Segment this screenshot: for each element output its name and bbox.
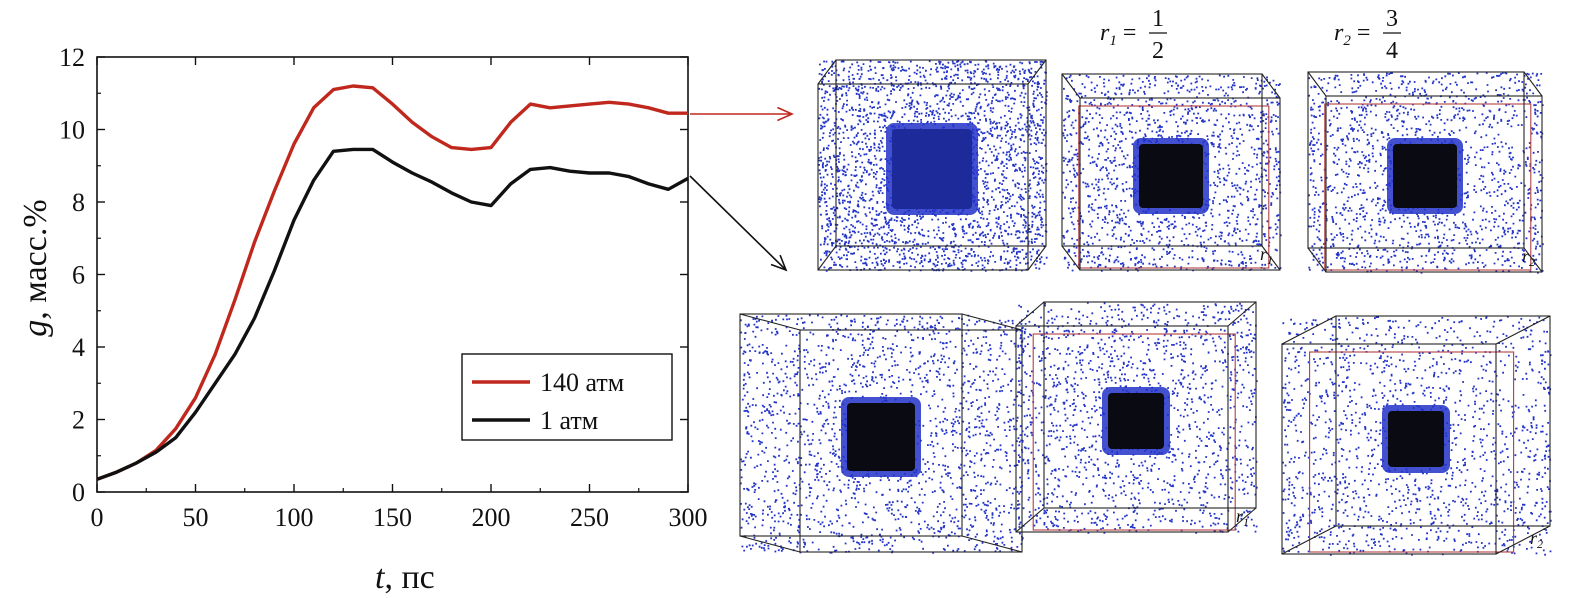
arrow-to-1atm-row [689,175,788,272]
ratio-denominator: 4 [1386,38,1398,64]
y-tick-label: 0 [72,478,85,507]
legend-box [461,353,673,441]
series-line-1 [96,84,688,481]
x-tick-label: 0 [91,503,104,532]
line-chart: 0 50 100 150 200 250 300 0 2 4 6 8 10 12 140 атм 1 атм… [17,43,708,596]
cluster-core [1139,144,1203,208]
x-tick-label: 100 [275,503,314,532]
particles [818,60,1048,272]
x-axis-unit: , пс [384,559,434,596]
inner-region-box [1032,333,1236,531]
y-axis-variable: g [17,320,54,337]
ratio-label: r1 = 1 2 [1100,6,1167,64]
snapshot-panel [817,59,1048,272]
arrow-to-140atm-row [690,106,794,122]
panel-corner-label: r1 [1260,244,1273,267]
panel-corner-label: r2 [1530,528,1543,551]
particles [1062,74,1282,272]
ratio-numerator: 1 [1152,6,1164,32]
cluster-core [1393,144,1457,208]
x-tick-label: 50 [183,503,209,532]
y-axis-unit: , масс.% [17,199,54,319]
x-tick-label: 300 [669,503,708,532]
y-tick-label: 12 [59,43,85,72]
y-tick-label: 6 [72,261,85,290]
y-tick-label: 4 [72,333,85,362]
cluster-core [1108,393,1164,449]
ratio-denominator: 2 [1152,38,1164,64]
y-tick-label: 10 [59,116,85,145]
inner-region-box [1309,351,1515,553]
x-axis-variable: t [375,559,386,596]
legend-label: 1 атм [540,406,598,435]
x-tick-label: 150 [373,503,412,532]
axis-ticks: 0 50 100 150 200 250 300 0 2 4 6 8 10 12 [59,43,708,532]
cluster-core [847,403,915,471]
svg-text:r2 =: r2 = [1334,20,1370,49]
ratio-label: r2 = 3 4 [1334,6,1401,64]
panel-corner-label: r2 [1522,246,1535,269]
y-tick-label: 2 [72,406,85,435]
x-tick-label: 250 [570,503,609,532]
y-tick-label: 8 [72,188,85,217]
series-lines [96,84,689,481]
svg-text:r1 =: r1 = [1100,20,1136,49]
snapshot-panel: r2 [1281,315,1552,556]
inner-region-box [1078,105,1270,269]
x-axis-title: t, пс [375,559,435,596]
ratio-numerator: 3 [1386,6,1398,32]
series-line-2 [96,147,689,481]
inner-region-box [1324,103,1532,271]
snapshot-panel: r1 [1061,73,1282,272]
snapshot-panel: r2 [1307,71,1544,274]
legend-label: 140 атм [540,368,624,397]
x-tick-label: 200 [472,503,511,532]
legend: 140 атм 1 атм [461,353,673,441]
cluster-core [892,129,972,209]
snapshot-panel [739,313,1024,554]
snapshot-panel: r1 [1015,301,1258,534]
particles [1282,316,1552,556]
cluster-core [1388,411,1444,467]
y-axis-title: g, масс.% [17,199,54,336]
panel-corner-label: r1 [1236,506,1249,529]
